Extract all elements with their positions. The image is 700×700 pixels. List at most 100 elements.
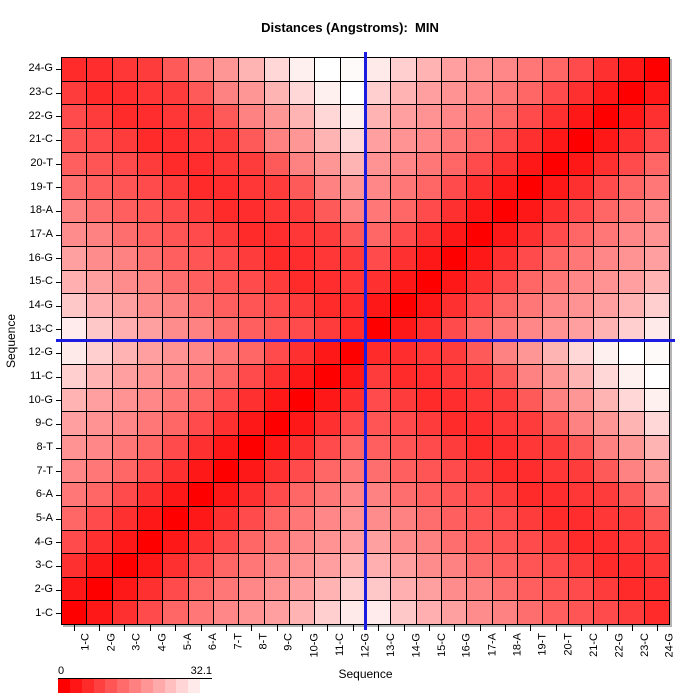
heatmap-cell[interactable] [163, 365, 188, 388]
heatmap-cell[interactable] [366, 388, 391, 412]
heatmap-cell[interactable] [264, 81, 289, 105]
heatmap-cell[interactable] [214, 105, 239, 128]
heatmap-cell[interactable] [239, 247, 264, 270]
heatmap-cell[interactable] [340, 577, 365, 601]
heatmap-cell[interactable] [188, 294, 213, 317]
heatmap-cell[interactable] [568, 577, 593, 601]
heatmap-cell[interactable] [62, 317, 87, 341]
heatmap-cell[interactable] [239, 530, 264, 554]
heatmap-cell[interactable] [188, 247, 213, 270]
heatmap-cell[interactable] [340, 506, 365, 530]
heatmap-cell[interactable] [315, 483, 340, 506]
heatmap-cell[interactable] [391, 506, 416, 530]
heatmap-cell[interactable] [442, 365, 467, 388]
heatmap-cell[interactable] [112, 105, 137, 128]
heatmap-cell[interactable] [340, 459, 365, 483]
heatmap-cell[interactable] [467, 223, 492, 246]
heatmap-cell[interactable] [366, 105, 391, 128]
heatmap-cell[interactable] [239, 152, 264, 176]
heatmap-cell[interactable] [366, 317, 391, 341]
heatmap-cell[interactable] [518, 294, 543, 317]
heatmap-cell[interactable] [138, 483, 163, 506]
heatmap-cell[interactable] [163, 554, 188, 577]
heatmap-cell[interactable] [315, 294, 340, 317]
heatmap-cell[interactable] [619, 128, 644, 152]
heatmap-cell[interactable] [239, 554, 264, 577]
heatmap-cell[interactable] [188, 341, 213, 365]
heatmap-cell[interactable] [138, 105, 163, 128]
heatmap-cell[interactable] [340, 341, 365, 365]
heatmap-cell[interactable] [112, 365, 137, 388]
heatmap-cell[interactable] [518, 554, 543, 577]
heatmap-cell[interactable] [518, 341, 543, 365]
heatmap-cell[interactable] [568, 199, 593, 223]
heatmap-cell[interactable] [112, 577, 137, 601]
heatmap-cell[interactable] [366, 412, 391, 435]
heatmap-cell[interactable] [340, 199, 365, 223]
heatmap-cell[interactable] [163, 105, 188, 128]
heatmap-cell[interactable] [391, 436, 416, 459]
heatmap-cell[interactable] [163, 601, 188, 624]
heatmap-cell[interactable] [568, 294, 593, 317]
heatmap-cell[interactable] [188, 270, 213, 294]
heatmap-cell[interactable] [214, 317, 239, 341]
heatmap-cell[interactable] [112, 176, 137, 199]
heatmap-cell[interactable] [112, 530, 137, 554]
heatmap-cell[interactable] [340, 176, 365, 199]
heatmap-cell[interactable] [391, 128, 416, 152]
heatmap-cell[interactable] [239, 459, 264, 483]
heatmap-cell[interactable] [264, 365, 289, 388]
heatmap-cell[interactable] [138, 530, 163, 554]
heatmap-cell[interactable] [594, 105, 619, 128]
heatmap-cell[interactable] [568, 341, 593, 365]
heatmap-cell[interactable] [594, 247, 619, 270]
heatmap-cell[interactable] [87, 554, 112, 577]
heatmap-cell[interactable] [467, 577, 492, 601]
heatmap-cell[interactable] [467, 294, 492, 317]
heatmap-cell[interactable] [138, 152, 163, 176]
heatmap-cell[interactable] [568, 601, 593, 624]
heatmap-cell[interactable] [87, 412, 112, 435]
heatmap-cell[interactable] [138, 577, 163, 601]
heatmap-cell[interactable] [290, 105, 315, 128]
heatmap-cell[interactable] [239, 128, 264, 152]
heatmap-cell[interactable] [112, 81, 137, 105]
heatmap-cell[interactable] [138, 58, 163, 81]
heatmap-cell[interactable] [416, 483, 441, 506]
heatmap-cell[interactable] [87, 436, 112, 459]
heatmap-cell[interactable] [138, 317, 163, 341]
heatmap-cell[interactable] [568, 58, 593, 81]
heatmap-cell[interactable] [568, 128, 593, 152]
heatmap-cell[interactable] [391, 199, 416, 223]
heatmap-cell[interactable] [163, 294, 188, 317]
heatmap-cell[interactable] [492, 81, 517, 105]
heatmap-cell[interactable] [391, 176, 416, 199]
heatmap-cell[interactable] [594, 601, 619, 624]
heatmap-cell[interactable] [442, 105, 467, 128]
heatmap-cell[interactable] [214, 199, 239, 223]
heatmap-cell[interactable] [442, 58, 467, 81]
heatmap-cell[interactable] [594, 81, 619, 105]
heatmap-cell[interactable] [467, 105, 492, 128]
heatmap-cell[interactable] [467, 601, 492, 624]
heatmap-cell[interactable] [290, 199, 315, 223]
heatmap-cell[interactable] [568, 152, 593, 176]
heatmap-cell[interactable] [366, 294, 391, 317]
heatmap-cell[interactable] [214, 152, 239, 176]
heatmap-cell[interactable] [290, 365, 315, 388]
heatmap-cell[interactable] [518, 577, 543, 601]
heatmap-cell[interactable] [416, 506, 441, 530]
heatmap-cell[interactable] [163, 81, 188, 105]
heatmap-cell[interactable] [62, 199, 87, 223]
heatmap-cell[interactable] [62, 365, 87, 388]
heatmap-cell[interactable] [87, 365, 112, 388]
heatmap-cell[interactable] [264, 58, 289, 81]
heatmap-cell[interactable] [214, 365, 239, 388]
heatmap-cell[interactable] [391, 341, 416, 365]
heatmap-cell[interactable] [138, 412, 163, 435]
heatmap-cell[interactable] [62, 105, 87, 128]
heatmap-cell[interactable] [366, 365, 391, 388]
heatmap-cell[interactable] [62, 436, 87, 459]
heatmap-cell[interactable] [416, 152, 441, 176]
heatmap-cell[interactable] [366, 270, 391, 294]
